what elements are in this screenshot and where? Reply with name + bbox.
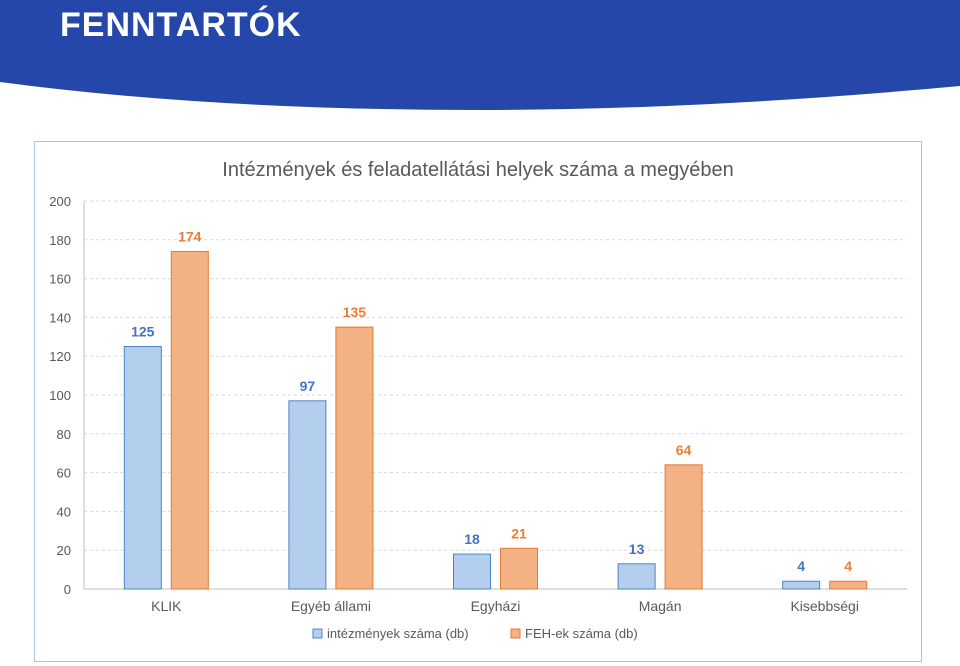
y-tick-label: 200	[49, 194, 71, 209]
y-tick-label: 0	[64, 582, 71, 597]
y-tick-label: 140	[49, 310, 71, 325]
bar-series-2	[829, 580, 868, 590]
y-tick-label: 160	[49, 272, 71, 287]
bar-series-1	[453, 553, 491, 590]
y-tick-label: 60	[57, 466, 71, 481]
data-label: 174	[178, 228, 202, 244]
y-tick-label: 180	[49, 233, 71, 248]
bar-series-2	[170, 250, 209, 590]
data-label: 135	[343, 304, 367, 320]
slide-title: FENNTARTÓK	[60, 6, 302, 44]
chart-frame: Intézmények és feladatellátási helyek sz…	[34, 141, 922, 662]
bar-series-2	[335, 326, 374, 590]
data-label: 21	[511, 525, 527, 541]
x-tick-label: KLIK	[151, 598, 182, 614]
bars: 125 174 97 135 18 21 13 64 4 4	[123, 228, 868, 590]
data-label: 13	[629, 541, 645, 557]
y-tick-label: 40	[57, 504, 71, 519]
bar-series-1	[617, 563, 656, 590]
data-label: 18	[464, 531, 480, 547]
header-banner	[0, 0, 960, 110]
bar-series-1	[123, 346, 162, 590]
y-axis-ticks: 0 20 40 60 80 100 120 140 160 180 200	[49, 194, 71, 597]
gridlines	[83, 200, 907, 590]
x-tick-label: Magán	[639, 598, 682, 614]
x-tick-label: Kisebbségi	[790, 598, 859, 614]
y-tick-label: 20	[57, 543, 71, 558]
data-label: 4	[844, 558, 852, 574]
bar-series-1	[782, 580, 821, 590]
bar-series-2	[500, 547, 538, 590]
legend-label-2: FEH-ek száma (db)	[525, 626, 638, 641]
x-axis-labels: KLIK Egyéb állami Egyházi Magán Kisebbségi	[151, 598, 859, 614]
chart-title: Intézmények és feladatellátási helyek sz…	[222, 159, 733, 181]
data-label: 64	[676, 442, 692, 458]
data-label: 125	[131, 324, 155, 340]
x-tick-label: Egyházi	[471, 598, 521, 614]
legend-label-1: intézmények száma (db)	[327, 626, 469, 641]
y-tick-label: 80	[57, 427, 71, 442]
bar-series-2	[664, 464, 703, 590]
legend: intézmények száma (db) FEH-ek száma (db)	[312, 626, 638, 641]
legend-swatch-2	[510, 628, 521, 639]
header-banner-shape	[0, 0, 960, 110]
data-label: 97	[300, 378, 316, 394]
data-label: 4	[797, 558, 805, 574]
x-tick-label: Egyéb állami	[291, 598, 371, 614]
y-tick-label: 100	[49, 388, 71, 403]
y-tick-label: 120	[49, 349, 71, 364]
legend-swatch-1	[312, 628, 323, 639]
bar-series-1	[288, 400, 327, 590]
bar-chart: Intézmények és feladatellátási helyek sz…	[49, 159, 907, 641]
